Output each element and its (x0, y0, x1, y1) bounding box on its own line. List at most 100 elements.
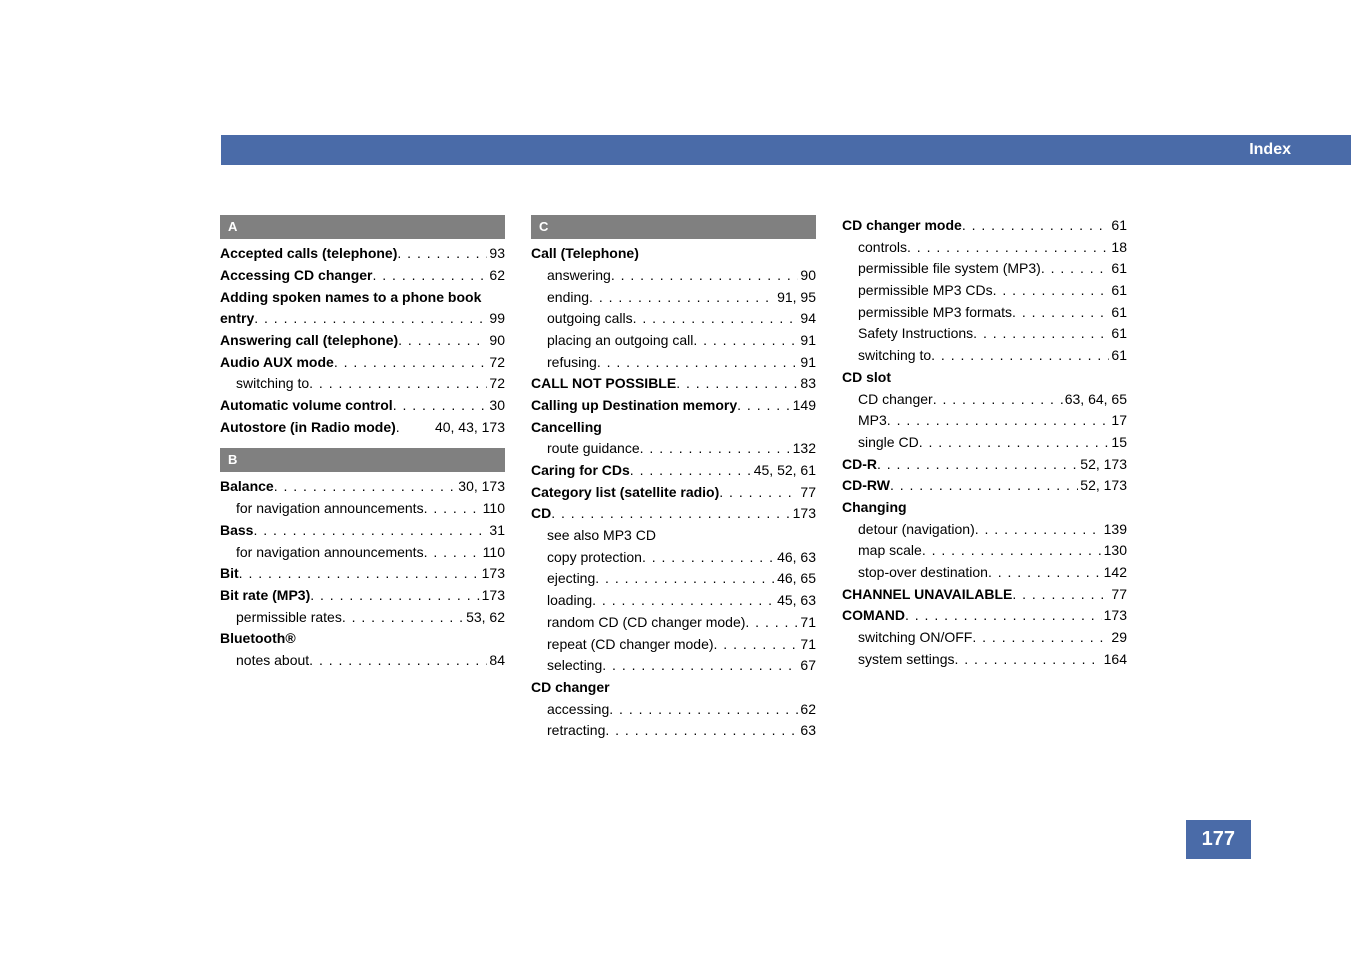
entry-dots: . . . . . . . . . . . . . . . . . . . . … (922, 540, 1102, 562)
entry-dots: . . . . . . . . . . . . . . . . . . . . … (907, 237, 1109, 259)
entry-dots: . . . . . . . . . . . . . . . . . . . . … (988, 562, 1102, 584)
index-entry: random CD (CD changer mode). . . . . . .… (531, 612, 816, 634)
index-entry: CD-R. . . . . . . . . . . . . . . . . . … (842, 454, 1127, 476)
entry-dots: . . . . . . . . . . . . . . . . . . . . … (1012, 584, 1109, 606)
entry-label: for navigation announcements (236, 542, 424, 564)
entry-pages: 61 (1109, 258, 1127, 280)
index-entry: map scale. . . . . . . . . . . . . . . .… (842, 540, 1127, 562)
entry-dots: . . . . . . . . . . . . . . . . . . . . … (424, 542, 481, 564)
entry-dots: . . . . . . . . . . . . . . . . . . . . … (890, 475, 1078, 497)
index-entry: CD changer. . . . . . . . . . . . . . . … (842, 389, 1127, 411)
entry-pages: 72 (487, 373, 505, 395)
entry-pages: 90 (798, 265, 816, 287)
index-entry: switching ON/OFF. . . . . . . . . . . . … (842, 627, 1127, 649)
entry-pages: 40, 43, 173 (433, 417, 505, 439)
page-number-value: 177 (1202, 828, 1235, 850)
entry-pages: 61 (1109, 280, 1127, 302)
entry-dots: . . . . . . . . . . . . . . . . . . . . … (602, 655, 798, 677)
entry-pages: 110 (481, 542, 505, 564)
entry-pages: 18 (1109, 237, 1127, 259)
entry-dots: . (396, 417, 433, 439)
index-header: Index (221, 135, 1351, 165)
entry-dots: . . . . . . . . . . . . . . . . . . . . … (887, 410, 1110, 432)
index-entry: Category list (satellite radio). . . . .… (531, 482, 816, 504)
index-entry: refusing. . . . . . . . . . . . . . . . … (531, 352, 816, 374)
entry-pages: 30, 173 (456, 476, 505, 498)
entry-dots: . . . . . . . . . . . . . . . . . . . . … (253, 520, 487, 542)
entry-label: accessing (547, 699, 609, 721)
index-content: AAccepted calls (telephone). . . . . . .… (220, 215, 1127, 752)
entry-label: repeat (CD changer mode) (547, 634, 714, 656)
entry-dots: . . . . . . . . . . . . . . . . . . . . … (393, 395, 488, 417)
index-entry: Safety Instructions. . . . . . . . . . .… (842, 323, 1127, 345)
entry-dots: . . . . . . . . . . . . . . . . . . . . … (373, 265, 488, 287)
entry-pages: 52, 173 (1078, 475, 1127, 497)
entry-dots: . . . . . . . . . . . . . . . . . . . . … (342, 607, 464, 629)
entry-label: refusing (547, 352, 597, 374)
entry-pages: 46, 63 (775, 547, 816, 569)
entry-dots: . . . . . . . . . . . . . . . . . . . . … (1012, 302, 1109, 324)
index-entry: notes about. . . . . . . . . . . . . . .… (220, 650, 505, 672)
section-header: B (220, 448, 505, 472)
entry-label: COMAND (842, 605, 905, 627)
entry-pages: 173 (1102, 605, 1127, 627)
entry-dots: . . . . . . . . . . . . . . . . . . . . … (274, 476, 457, 498)
entry-pages: 91 (798, 352, 816, 374)
index-entry: loading. . . . . . . . . . . . . . . . .… (531, 590, 816, 612)
entry-dots: . . . . . . . . . . . . . . . . . . . . … (975, 519, 1102, 541)
entry-label: permissible MP3 formats (858, 302, 1012, 324)
header-title: Index (1249, 141, 1291, 158)
entry-pages: 62 (487, 265, 505, 287)
entry-dots: . . . . . . . . . . . . . . . . . . . . … (398, 330, 487, 352)
index-entry: switching to. . . . . . . . . . . . . . … (220, 373, 505, 395)
entry-pages: 149 (791, 395, 816, 417)
column-3: CD changer mode. . . . . . . . . . . . .… (842, 215, 1127, 752)
entry-dots: . . . . . . . . . . . . . . . . . . . . … (239, 563, 480, 585)
entry-label: Cancelling (531, 417, 602, 439)
entry-pages: 46, 65 (775, 568, 816, 590)
entry-dots: . . . . . . . . . . . . . . . . . . . . … (962, 215, 1110, 237)
index-entry: accessing. . . . . . . . . . . . . . . .… (531, 699, 816, 721)
index-entry: permissible file system (MP3). . . . . .… (842, 258, 1127, 280)
page-number: 177 (1186, 820, 1251, 859)
index-entry: switching to. . . . . . . . . . . . . . … (842, 345, 1127, 367)
entry-label: Accessing CD changer (220, 265, 373, 287)
entry-label: CALL NOT POSSIBLE (531, 373, 676, 395)
entry-label: stop-over destination (858, 562, 988, 584)
entry-label: Bass (220, 520, 253, 542)
index-entry: see also MP3 CD (531, 525, 816, 547)
index-entry: Answering call (telephone). . . . . . . … (220, 330, 505, 352)
index-entry: permissible MP3 CDs. . . . . . . . . . .… (842, 280, 1127, 302)
column-1: AAccepted calls (telephone). . . . . . .… (220, 215, 505, 752)
entry-label: entry (220, 308, 254, 330)
entry-label: Calling up Destination memory (531, 395, 737, 417)
entry-pages: 99 (487, 308, 505, 330)
entry-label: Audio AUX mode (220, 352, 334, 374)
entry-pages: 130 (1102, 540, 1127, 562)
entry-label: system settings (858, 649, 954, 671)
entry-pages: 61 (1109, 323, 1127, 345)
index-entry: Changing (842, 497, 1127, 519)
entry-label: answering (547, 265, 611, 287)
index-entry: Autostore (in Radio mode) . 40, 43, 173 (220, 417, 505, 439)
entry-label: ejecting (547, 568, 595, 590)
entry-pages: 77 (1109, 584, 1127, 606)
entry-pages: 84 (487, 650, 505, 672)
entry-dots: . . . . . . . . . . . . . . . . . . . . … (745, 612, 798, 634)
entry-pages: 173 (480, 563, 505, 585)
entry-dots: . . . . . . . . . . . . . . . . . . . . … (973, 323, 1109, 345)
index-entry: placing an outgoing call. . . . . . . . … (531, 330, 816, 352)
entry-label: switching to (236, 373, 309, 395)
entry-dots: . . . . . . . . . . . . . . . . . . . . … (933, 389, 1063, 411)
entry-dots: . . . . . . . . . . . . . . . . . . . . … (642, 547, 775, 569)
index-entry: CD-RW. . . . . . . . . . . . . . . . . .… (842, 475, 1127, 497)
entry-dots: . . . . . . . . . . . . . . . . . . . . … (609, 699, 798, 721)
index-entry: controls. . . . . . . . . . . . . . . . … (842, 237, 1127, 259)
index-entry: permissible MP3 formats. . . . . . . . .… (842, 302, 1127, 324)
entry-pages: 45, 63 (775, 590, 816, 612)
entry-label: Bit (220, 563, 239, 585)
entry-dots: . . . . . . . . . . . . . . . . . . . . … (1041, 258, 1110, 280)
entry-label: selecting (547, 655, 602, 677)
entry-pages: 17 (1109, 410, 1127, 432)
entry-label: Adding spoken names to a phone book (220, 287, 481, 309)
